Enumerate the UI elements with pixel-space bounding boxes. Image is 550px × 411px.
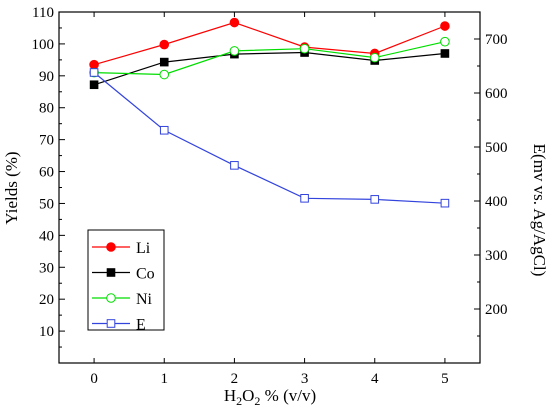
y-right-tick-label: 500 [485, 140, 508, 156]
y-left-tick-label: 90 [39, 69, 54, 85]
y-left-tick-label: 70 [39, 133, 54, 149]
series-line-li [93, 21, 446, 66]
legend-marker-ni [106, 293, 116, 303]
y-left-tick-label: 50 [39, 196, 54, 212]
x-tick-label: 3 [301, 371, 309, 387]
data-point-e [440, 198, 450, 208]
x-tick-label: 0 [90, 371, 98, 387]
legend-items: Li Co Ni E [92, 240, 155, 334]
y-left-tick-label: 40 [39, 228, 54, 244]
series-layer [89, 17, 450, 208]
legend-label-li: Li [136, 240, 151, 257]
data-point-li [159, 39, 170, 50]
y-right-tick-label: 300 [485, 248, 508, 264]
y-left-tick-label: 80 [39, 101, 54, 117]
y-right-tick-label: 200 [485, 302, 508, 318]
y-left-tick-label: 10 [39, 324, 54, 340]
data-point-co [89, 80, 99, 90]
series-line-ni [94, 41, 446, 76]
x-tick-label: 2 [231, 371, 239, 387]
y-axis-left-title: Yields (%) [2, 151, 21, 224]
data-point-co [440, 49, 450, 58]
x-axis-title-part-1: H [224, 386, 236, 405]
x-axis-title-part-2: O [242, 386, 254, 405]
x-tick-label: 5 [441, 371, 449, 387]
y-left-tick-label: 20 [39, 292, 54, 308]
y-left-tick-label: 110 [32, 5, 54, 21]
data-point-ni [440, 36, 450, 47]
y-left-tick-label: 60 [39, 165, 54, 181]
y-left-tick-label: 30 [39, 260, 54, 276]
ticks-layer: 0 1 2 3 4 5 10 20 30 40 50 60 70 80 90 100 110 200 300 400 5… [32, 5, 508, 387]
data-point-e [230, 161, 239, 170]
legend-label-co: Co [136, 266, 155, 283]
legend: Li Co Ni E [87, 229, 165, 334]
legend-marker-co [106, 268, 116, 277]
data-point-li [440, 21, 450, 31]
x-axis-title: H2O2 % (v/v) [224, 386, 316, 408]
legend-marker-e [106, 319, 116, 328]
data-point-e [89, 68, 99, 77]
data-point-e [159, 125, 169, 135]
y-right-tick-label: 700 [485, 32, 508, 48]
data-point-co [159, 57, 169, 67]
plot-frame [58, 11, 481, 364]
data-point-li [229, 17, 240, 28]
x-axis-title-sub-2: 2 [254, 394, 260, 408]
legend-label-e: E [136, 317, 146, 334]
y-right-tick-label: 400 [485, 194, 508, 210]
legend-label-ni: Ni [136, 291, 153, 308]
x-axis-title-sub-1: 2 [236, 394, 242, 408]
data-point-ni [299, 43, 310, 54]
legend-marker-li [106, 242, 116, 252]
y-left-tick-label: 100 [32, 37, 55, 53]
data-point-ni [229, 46, 240, 56]
data-point-li [89, 59, 99, 70]
y-axis-right-title: E(mv vs. Ag/AgCl) [530, 144, 549, 277]
x-axis-title-part-3: % (v/v) [260, 386, 316, 405]
data-point-e [300, 194, 309, 203]
y-right-tick-label: 600 [485, 86, 508, 102]
data-point-ni [159, 69, 170, 80]
data-point-ni [369, 52, 380, 63]
data-point-e [370, 195, 380, 204]
series-line-co [93, 51, 445, 86]
x-tick-label: 4 [371, 371, 379, 387]
x-tick-label: 1 [161, 371, 169, 387]
series-line-e [93, 72, 445, 204]
